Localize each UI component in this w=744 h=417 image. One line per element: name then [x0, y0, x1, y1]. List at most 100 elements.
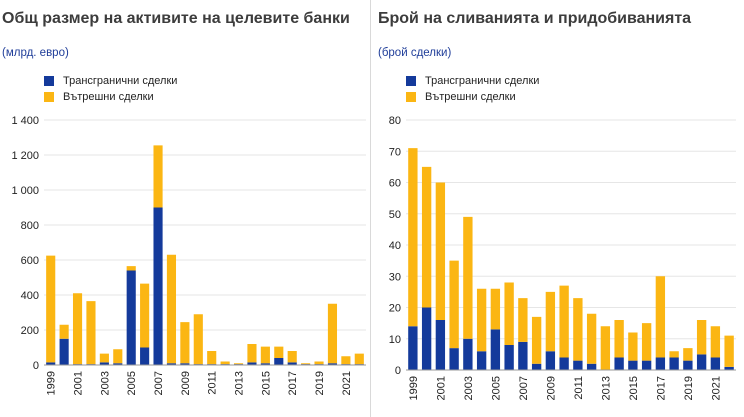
bar-domestic	[421, 166, 432, 308]
bar-domestic	[327, 303, 338, 364]
bar-domestic	[193, 314, 203, 365]
bar-cross-border	[476, 351, 487, 370]
x-tick-label: 2015	[260, 371, 272, 395]
legend-label: Трансгранични сделки	[425, 75, 540, 87]
x-tick-label: 2019	[314, 371, 326, 395]
y-tick-label: 0	[395, 365, 401, 377]
bar-cross-border	[531, 363, 542, 370]
panel-divider	[370, 0, 371, 417]
bar-domestic	[641, 323, 652, 361]
bar-cross-border	[99, 362, 109, 365]
deal-count-bar-chart: 0 10 20 30 40 50 60 70 80 1999 2001 2003 2005 2007 200…	[389, 115, 736, 400]
bar-domestic	[669, 351, 679, 358]
bar-domestic	[545, 291, 556, 352]
bar-cross-border	[463, 338, 473, 370]
bar-domestic	[99, 353, 109, 363]
bar-domestic	[435, 182, 446, 320]
chart-legend: Трансгранични сделки Вътрешни сделки	[406, 73, 539, 105]
x-tick-label: 2013	[234, 371, 246, 395]
bar-domestic	[559, 285, 569, 358]
bar-cross-border	[126, 270, 136, 365]
bar-domestic	[59, 324, 69, 339]
y-tick-label: 50	[389, 209, 401, 221]
x-tick-label: 2007	[518, 376, 530, 400]
x-tick-label: 1999	[408, 376, 420, 400]
x-tick-label: 2013	[600, 376, 612, 400]
bar-cross-border	[518, 341, 528, 370]
bar-cross-border	[490, 329, 501, 370]
legend-item-cross-border: Трансгранични сделки	[406, 73, 539, 89]
x-tick-label: 2017	[287, 371, 299, 395]
bar-cross-border	[641, 360, 652, 370]
bar-cross-border	[586, 363, 597, 370]
bar-domestic	[476, 288, 487, 352]
bar-domestic	[113, 349, 123, 364]
bar-cross-border	[113, 363, 123, 365]
x-tick-label: 2009	[180, 371, 192, 395]
x-tick-label: 2021	[341, 371, 353, 395]
bar-domestic	[724, 335, 734, 367]
x-tick-label: 2003	[463, 376, 475, 400]
x-tick-label: 2003	[99, 371, 111, 395]
bar-domestic	[72, 293, 83, 365]
bar-cross-border	[435, 320, 446, 370]
bar-cross-border	[46, 362, 56, 365]
y-tick-label: 40	[389, 240, 401, 252]
bar-cross-border	[614, 357, 624, 370]
right-chart-panel: Брой на сливанията и придобиванията (бро…	[372, 0, 744, 417]
x-tick-label: 2005	[490, 376, 502, 400]
x-tick-label: 2001	[435, 376, 447, 400]
bar-cross-border	[180, 363, 190, 365]
bar-cross-border	[545, 351, 556, 370]
bar-cross-border	[327, 363, 338, 365]
bar-cross-border	[247, 362, 257, 365]
legend-item-domestic: Вътрешни сделки	[44, 89, 177, 105]
bar-cross-border	[274, 358, 284, 365]
y-tick-label: 20	[389, 303, 401, 315]
bar-domestic	[655, 276, 666, 358]
x-tick-label: 2011	[573, 376, 585, 400]
legend-item-cross-border: Трансгранични сделки	[44, 73, 177, 89]
bar-cross-border	[449, 348, 459, 370]
bar-domestic	[463, 216, 473, 339]
bar-cross-border	[140, 347, 150, 365]
bar-domestic	[490, 288, 501, 330]
bar-domestic	[614, 320, 624, 358]
legend-label: Вътрешни сделки	[63, 91, 154, 103]
bar-cross-border	[628, 360, 638, 370]
bar-cross-border	[166, 363, 177, 365]
y-tick-label: 0	[33, 360, 39, 372]
x-tick-label: 2007	[153, 371, 165, 395]
x-tick-label: 2009	[545, 376, 557, 400]
chart-unit-label: (млрд. евро)	[2, 47, 69, 59]
bar-cross-border	[153, 207, 163, 365]
bar-cross-border	[504, 345, 514, 370]
bar-domestic	[314, 361, 324, 365]
bar-domestic	[274, 346, 284, 358]
y-tick-label: 600	[21, 255, 39, 267]
bar-domestic	[710, 326, 721, 358]
bar-domestic	[600, 326, 611, 370]
y-tick-label: 70	[389, 146, 401, 158]
bar-domestic	[207, 351, 217, 365]
legend-label: Вътрешни сделки	[425, 91, 516, 103]
x-tick-label: 2015	[628, 376, 640, 400]
legend-item-domestic: Вътрешни сделки	[406, 89, 539, 105]
bar-domestic	[449, 260, 459, 349]
x-tick-label: 2019	[683, 376, 695, 400]
bar-cross-border	[683, 360, 693, 370]
chart-unit-label: (брой сделки)	[378, 47, 452, 59]
legend-swatch-cross-border	[406, 76, 416, 86]
bar-cross-border	[573, 360, 583, 370]
bar-cross-border	[408, 326, 418, 370]
assets-bar-chart: 0 200 400 600 800 1 000 1 200 1 400 1999 2001 2003…	[11, 115, 366, 395]
x-tick-label: 2021	[710, 376, 722, 400]
bar-cross-border	[287, 362, 297, 365]
legend-label: Трансгранични сделки	[63, 75, 178, 87]
y-tick-label: 1 000	[11, 185, 39, 197]
bar-domestic	[586, 313, 597, 364]
bar-domestic	[247, 344, 257, 363]
y-tick-label: 10	[389, 334, 401, 346]
bar-domestic	[86, 301, 96, 365]
chart-title: Общ размер на активите на целевите банки	[2, 10, 350, 27]
